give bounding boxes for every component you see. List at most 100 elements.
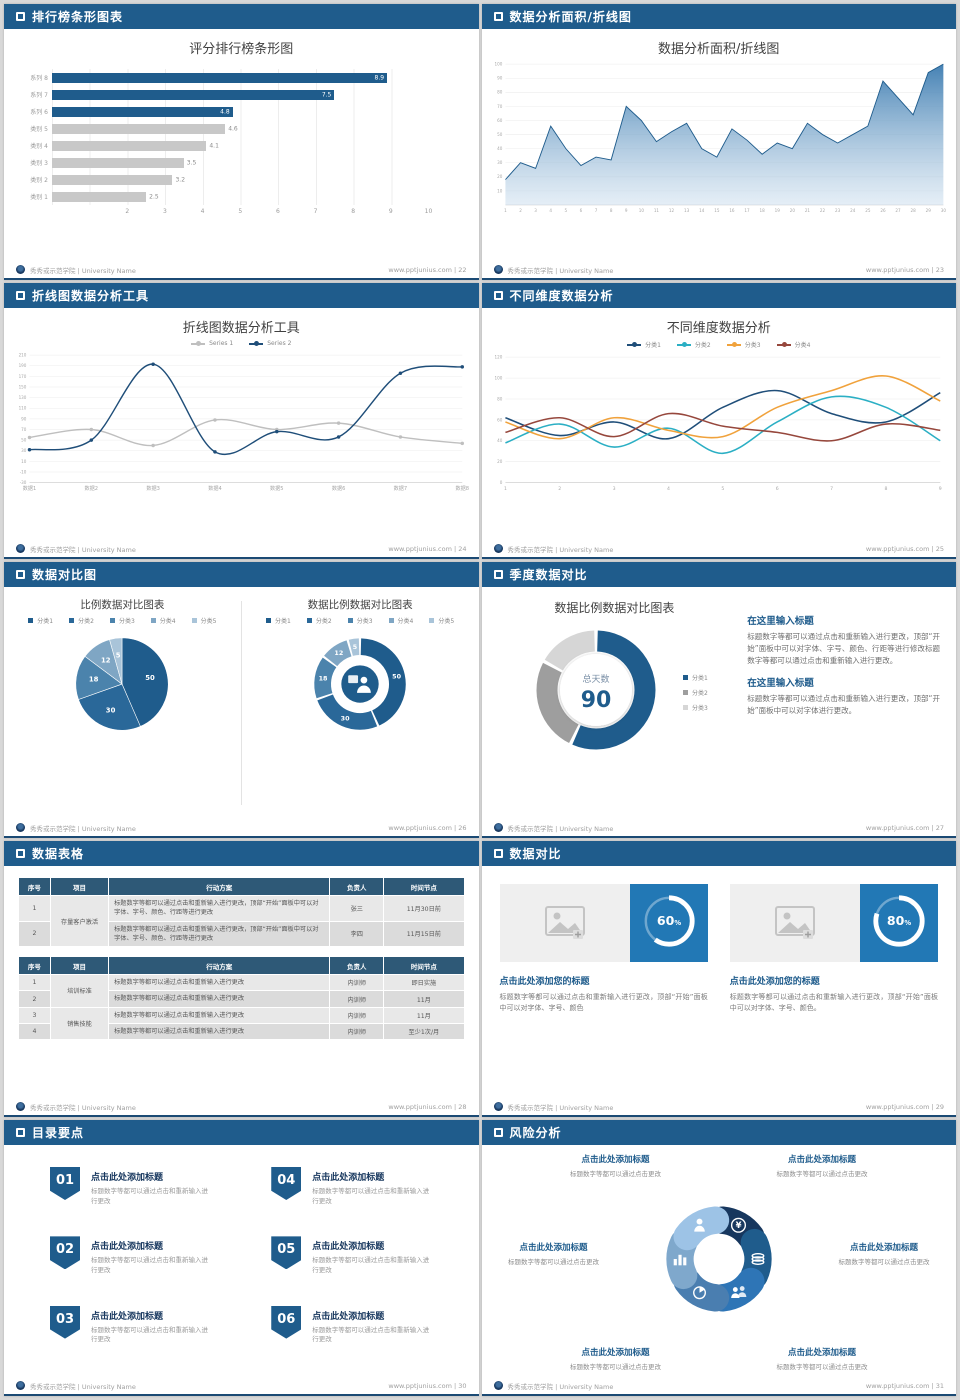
svg-text:15: 15 bbox=[714, 208, 720, 213]
svg-text:150: 150 bbox=[19, 384, 27, 389]
toc-item[interactable]: 06 点击此处添加标题 标题数字等都可以通过点击和重新输入进行更改 bbox=[271, 1305, 432, 1367]
footer-university: 秀秀或示范学院 | University Name bbox=[30, 1382, 136, 1391]
slide-header-bar: 排行榜条形图表 bbox=[4, 4, 479, 29]
svg-text:6: 6 bbox=[775, 486, 778, 492]
header-square-icon bbox=[16, 1128, 25, 1137]
svg-text:18: 18 bbox=[319, 674, 328, 682]
svg-text:-30: -30 bbox=[20, 480, 27, 485]
university-logo-icon bbox=[493, 265, 503, 274]
footer-site-page: www.pptjunius.com | 31 bbox=[865, 1381, 944, 1390]
svg-text:40: 40 bbox=[497, 146, 503, 151]
legend-item: 分类2 bbox=[69, 616, 94, 625]
slide-risk-analysis[interactable]: 风险分析 ¥ 点击此处添加标题 标题数字等都可以通过点击更改 点击此处添加标题 标题数… bbox=[481, 1120, 956, 1396]
svg-text:26: 26 bbox=[880, 208, 886, 213]
legend-item: 分类5 bbox=[191, 616, 216, 625]
svg-text:90: 90 bbox=[581, 688, 612, 713]
vertical-divider bbox=[240, 601, 242, 805]
progress-card: 60% bbox=[499, 884, 708, 962]
slide-header-bar: 数据对比 bbox=[481, 841, 956, 866]
data-table: 序号 项目 行动方案 负责人 时间节点 1 存量客户激活 标题数字等都可以通过点击和重新输入进… bbox=[18, 877, 465, 947]
image-placeholder-icon bbox=[774, 906, 815, 939]
legend-item: Series 2 bbox=[249, 340, 291, 347]
slide-header-title: 数据对比图 bbox=[32, 568, 98, 582]
slide-line-analysis-tool[interactable]: 折线图数据分析工具 折线图数据分析工具 Series 1 Series 2 210… bbox=[4, 283, 479, 559]
chart-legend: 分类1 分类2 分类3 分类4 分类5 bbox=[266, 612, 454, 625]
svg-text:数据5: 数据5 bbox=[270, 484, 284, 492]
legend-item: 分类1 bbox=[627, 340, 661, 349]
table-row: 3 销售技能 标题数字等都可以通过点击和重新输入进行更改 内训师 11月 bbox=[19, 1007, 464, 1040]
svg-text:21: 21 bbox=[804, 208, 810, 213]
svg-text:50: 50 bbox=[497, 132, 503, 137]
footer-site-page: www.pptjunius.com | 25 bbox=[865, 544, 944, 553]
header-square-icon bbox=[493, 291, 503, 300]
toc-item-caption: 标题数字等都可以通过点击和重新输入进行更改 bbox=[91, 1256, 208, 1275]
slide-toc-points[interactable]: 目录要点 01 点击此处添加标题 标题数字等都可以通过点击和重新输入进行更改 02 点击… bbox=[4, 1120, 479, 1396]
svg-text:18: 18 bbox=[759, 208, 765, 213]
slide-header-bar: 目录要点 bbox=[4, 1120, 479, 1145]
svg-text:170: 170 bbox=[19, 374, 27, 379]
slide-progress-comparison[interactable]: 数据对比 60% 点击此处添加您的标题 标题数字等都可以通过点击和重新输入进行更… bbox=[481, 841, 956, 1117]
svg-text:70: 70 bbox=[21, 427, 27, 432]
svg-text:8: 8 bbox=[884, 486, 887, 492]
svg-text:1: 1 bbox=[504, 208, 507, 213]
pie-chart: 50 30 18 12 5 bbox=[63, 628, 181, 742]
toc-item[interactable]: 01 点击此处添加标题 标题数字等都可以通过点击和重新输入进行更改 bbox=[50, 1167, 211, 1228]
legend-item: Series 1 bbox=[191, 340, 233, 347]
table-row: 4 标题数字等都可以通过点击和重新输入进行更改 内训师 至少1次/月 bbox=[19, 1024, 464, 1040]
slide-footer: 秀秀或示范学院 | University Name www.pptjunius.… bbox=[4, 261, 479, 278]
slide-header-title: 目录要点 bbox=[32, 1126, 85, 1140]
svg-text:50: 50 bbox=[21, 438, 27, 443]
progress-ring-svg: 60% bbox=[643, 895, 695, 947]
legend-item: 分类3 bbox=[726, 340, 761, 349]
toc-item[interactable]: 05 点击此处添加标题 标题数字等都可以通过点击和重新输入进行更改 bbox=[271, 1236, 432, 1297]
slide-multi-dimension-lines[interactable]: 不同维度数据分析 不同维度数据分析 分类1 分类2 分类3 分类4 120 100 80 6… bbox=[481, 283, 956, 559]
slide-quarter-donut[interactable]: 季度数据对比 数据比例数据对比图表 总天数 90 分类1 分类2 分类3 在这里输入标… bbox=[481, 562, 956, 838]
slide-ranking-bar-chart[interactable]: 排行榜条形图表 评分排行榜条形图 系列 8 8.9 系列 7 7.5 系列 6 4.8 类别… bbox=[4, 4, 479, 280]
toc-item-caption: 标题数字等都可以通过点击和重新输入进行更改 bbox=[312, 1325, 430, 1344]
svg-text:20: 20 bbox=[789, 208, 795, 213]
pie-chart-panel: 比例数据对比图表 分类1 分类2 分类3 分类4 分类5 50 30 18 12 5 bbox=[4, 587, 241, 819]
legend-item: 分类2 bbox=[682, 688, 708, 697]
bar-row: 类别 3 3.5 bbox=[30, 157, 197, 168]
slide-data-tables[interactable]: 数据表格 序号 项目 行动方案 负责人 时间节点 1 存量客户激活 标题数字等都可以通过点击和… bbox=[4, 841, 479, 1117]
data-table: 序号 项目 行动方案 负责人 时间节点 1 培训标准 标题数字等都可以通过点击和重新输入进行更… bbox=[18, 956, 465, 1040]
footer-site-page: www.pptjunius.com | 24 bbox=[388, 544, 467, 553]
svg-text:12: 12 bbox=[101, 656, 111, 664]
card-body: 标题数字等都可以通过点击和重新输入进行更改，顶部“开始”面板中可以对字体、字号、… bbox=[729, 993, 938, 1013]
block-heading: 在这里输入标题 bbox=[747, 616, 814, 627]
toc-number-badge: 02 bbox=[50, 1236, 80, 1270]
toc-item[interactable]: 04 点击此处添加标题 标题数字等都可以通过点击和重新输入进行更改 bbox=[271, 1167, 432, 1228]
slide-footer: 秀秀或示范学院 | University Name www.pptjunius.… bbox=[482, 261, 957, 278]
toc-number-badge: 06 bbox=[271, 1305, 302, 1339]
svg-text:7: 7 bbox=[594, 208, 597, 213]
toc-item[interactable]: 02 点击此处添加标题 标题数字等都可以通过点击和重新输入进行更改 bbox=[50, 1236, 211, 1297]
svg-text:10: 10 bbox=[638, 208, 644, 213]
legend-item: 分类1 bbox=[28, 616, 53, 625]
svg-text:50: 50 bbox=[392, 672, 401, 680]
block-body: 标题数字等都可以通过点击和重新输入进行更改，顶部“开始”面板中可以对字体、字号、… bbox=[747, 632, 940, 665]
risk-label: 点击此处添加标题 标题数字等都可以通过点击更改 bbox=[776, 1348, 868, 1371]
svg-text:20: 20 bbox=[497, 459, 503, 464]
svg-text:25: 25 bbox=[865, 208, 871, 213]
slide-header-title: 季度数据对比 bbox=[509, 568, 588, 582]
legend-item: 分类4 bbox=[388, 616, 413, 625]
svg-text:23: 23 bbox=[835, 208, 841, 213]
svg-text:18: 18 bbox=[89, 676, 99, 684]
toc-item[interactable]: 03 点击此处添加标题 标题数字等都可以通过点击和重新输入进行更改 bbox=[50, 1305, 211, 1367]
svg-text:5: 5 bbox=[353, 643, 357, 651]
slide-area-line-chart[interactable]: 数据分析面积/折线图 数据分析面积/折线图 100 90 80 70 60 50 40 30 2… bbox=[481, 4, 957, 280]
donut-panel: 数据比例数据对比图表 总天数 90 分类1 分类2 分类3 bbox=[482, 587, 748, 819]
progress-block: 60% 点击此处添加您的标题 标题数字等都可以通过点击和重新输入进行更改，顶部“… bbox=[499, 884, 708, 1098]
slide-pie-comparison[interactable]: 数据对比图 比例数据对比图表 分类1 分类2 分类3 分类4 分类5 50 30 18 12 5… bbox=[4, 562, 479, 838]
chart-title: 数据比例数据对比图表 bbox=[554, 601, 675, 615]
toc-item-title: 点击此处添加标题 bbox=[91, 1173, 164, 1183]
table-row: 1 存量客户激活 标题数字等都可以通过点击和重新输入进行更改，顶部“开始”面板中可以… bbox=[19, 896, 464, 947]
svg-text:20: 20 bbox=[497, 174, 503, 179]
svg-text:100: 100 bbox=[494, 376, 502, 381]
svg-text:30: 30 bbox=[21, 448, 27, 453]
header-square-icon bbox=[493, 12, 503, 21]
legend-item: 分类2 bbox=[676, 340, 711, 349]
chart-subtitle: 比例数据对比图表 bbox=[80, 599, 165, 611]
header-square-icon bbox=[16, 291, 25, 300]
svg-text:数据2: 数据2 bbox=[85, 484, 99, 492]
